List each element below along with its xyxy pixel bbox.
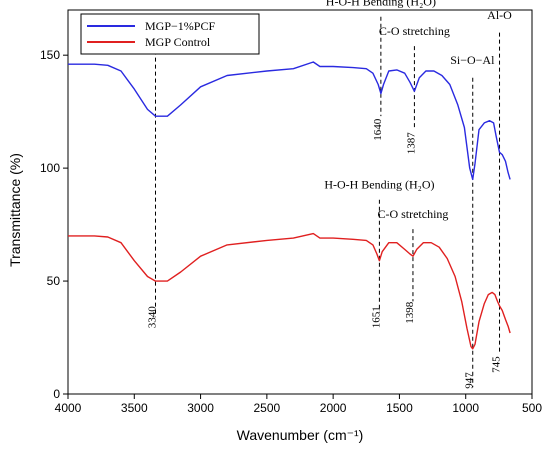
legend-label-1: MGP Control: [145, 35, 211, 49]
annotation-label: H-O-H Bending (H₂O): [324, 177, 434, 191]
axis-ticks: 4000 3500 3000 2500 2000 1500 1000 500 0 50 100 150: [40, 48, 542, 415]
x-tick-label: 500: [522, 401, 542, 415]
x-tick-label: 1000: [452, 401, 479, 415]
y-tick-label: 150: [40, 48, 60, 62]
plot-frame: [67, 9, 533, 395]
peak-label: 1387: [405, 132, 417, 155]
y-tick-label: 50: [47, 274, 61, 288]
x-axis-label: Wavenumber (cm⁻¹): [237, 427, 364, 443]
annotation-label: C-O stretching: [377, 207, 448, 221]
y-tick-label: 0: [53, 387, 60, 401]
annotations: O-H StretchingH-O-H Bending (H₂O)C-O str…: [119, 0, 513, 389]
annotation-label: Al-O: [487, 8, 512, 22]
guide-lines: [154, 16, 501, 388]
x-tick-label: 1500: [386, 401, 413, 415]
series-line-0: [68, 61, 511, 181]
peak-label: 1640: [372, 118, 384, 141]
annotation-label: C-O stretching: [379, 24, 450, 38]
annotation-label: Si−O−Al: [450, 53, 495, 67]
legend-label-0: MGP−1%PCF: [145, 19, 215, 33]
y-tick-label: 100: [40, 161, 60, 175]
peak-label: 1651: [370, 306, 382, 328]
annotation-label: H-O-H Bending (H₂O): [326, 0, 436, 8]
x-tick-label: 2500: [254, 401, 281, 415]
legend-box: [80, 13, 260, 55]
peak-label: 745: [491, 356, 503, 373]
peak-label: 3340: [146, 306, 158, 329]
x-tick-label: 2000: [320, 401, 347, 415]
legend: MGP−1%PCF MGP Control: [80, 13, 260, 55]
series-line-1: [68, 232, 511, 350]
x-tick-label: 3500: [121, 401, 148, 415]
peak-label: 1398: [404, 301, 416, 324]
x-tick-label: 4000: [55, 401, 82, 415]
y-axis-label: Transmittance (%): [7, 153, 23, 267]
peak-label: 947: [464, 372, 476, 389]
series-lines: [68, 61, 511, 350]
x-tick-label: 3000: [187, 401, 214, 415]
